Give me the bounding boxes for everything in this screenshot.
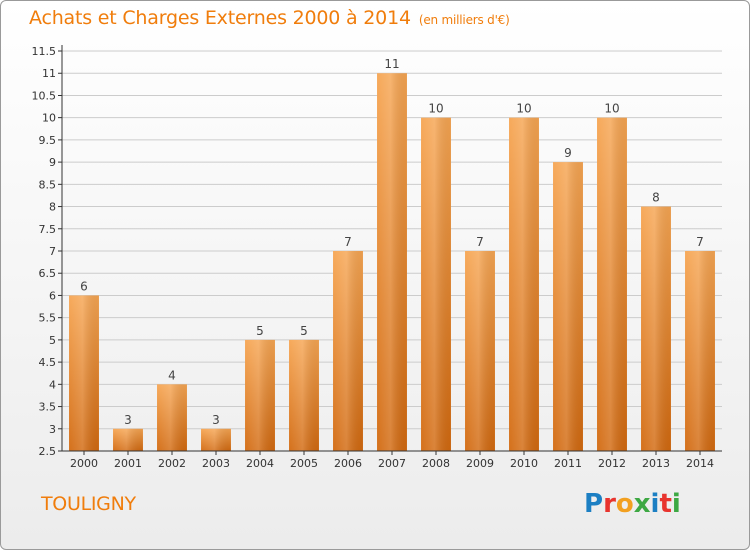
x-tick-label: 2014 — [686, 457, 714, 470]
bar-value-label: 3 — [124, 413, 132, 427]
x-tick-label: 2001 — [114, 457, 142, 470]
x-tick-label: 2012 — [598, 457, 626, 470]
y-tick-label: 9.5 — [39, 134, 57, 147]
x-tick-label: 2008 — [422, 457, 450, 470]
y-tick-label: 7.5 — [39, 223, 57, 236]
logo-letter: t — [659, 489, 672, 519]
bar-value-label: 5 — [256, 324, 264, 338]
y-tick-label: 10.5 — [32, 89, 57, 102]
y-tick-label: 5.5 — [39, 312, 57, 325]
bar-value-label: 10 — [516, 102, 531, 116]
y-tick-label: 9 — [49, 156, 56, 169]
logo-letter: r — [603, 489, 616, 519]
bar-shine — [509, 117, 539, 452]
bar-shine — [421, 117, 451, 452]
bar-shine — [597, 117, 627, 452]
bar-shine — [201, 428, 231, 451]
chart-subtitle: (en milliers d'€) — [418, 13, 510, 27]
x-tick-label: 2007 — [378, 457, 406, 470]
bar-shine — [157, 384, 187, 451]
x-tick-label: 2010 — [510, 457, 538, 470]
bar-value-label: 3 — [212, 413, 220, 427]
bar-value-label: 8 — [652, 191, 660, 205]
logo-letter: P — [584, 489, 604, 519]
bar-shine — [553, 162, 583, 451]
x-tick-label: 2000 — [70, 457, 98, 470]
x-tick-label: 2013 — [642, 457, 670, 470]
bar-value-label: 6 — [80, 279, 88, 293]
x-tick-label: 2009 — [466, 457, 494, 470]
x-tick-label: 2004 — [246, 457, 274, 470]
chart-title: Achats et Charges Externes 2000 à 2014 (e… — [29, 7, 510, 29]
bar-shine — [113, 428, 143, 451]
chart-title-text: Achats et Charges Externes 2000 à 2014 — [29, 7, 411, 29]
bar-shine — [69, 295, 99, 451]
y-tick-label: 8 — [49, 201, 56, 214]
commune-name: TOULIGNY — [41, 493, 136, 515]
y-tick-label: 10 — [42, 112, 56, 125]
y-tick-label: 6.5 — [39, 267, 57, 280]
x-tick-label: 2005 — [290, 457, 318, 470]
y-tick-label: 4 — [49, 378, 56, 391]
y-tick-label: 7 — [49, 245, 56, 258]
x-tick-label: 2003 — [202, 457, 230, 470]
bar-shine — [685, 251, 715, 451]
bar-shine — [289, 339, 319, 451]
y-tick-label: 4.5 — [39, 356, 57, 369]
value-labels: 6 3 4 3 5 5 7 11 10 7 10 9 10 8 7 — [80, 57, 704, 427]
axes — [61, 45, 722, 452]
x-axis-ticks: 2000 2001 2002 2003 2004 2005 2006 2007 2008 2009… — [70, 451, 714, 470]
bar-shine — [377, 73, 407, 451]
bar-shine — [245, 339, 275, 451]
y-tick-label: 11 — [42, 67, 56, 80]
y-tick-label: 2.5 — [39, 445, 57, 458]
bar-value-label: 4 — [168, 368, 176, 382]
logo-letter: i — [650, 489, 660, 519]
bar-value-label: 9 — [564, 146, 572, 160]
bar-value-label: 7 — [696, 235, 704, 249]
logo-letter: o — [615, 489, 634, 519]
bar-value-label: 7 — [344, 235, 352, 249]
x-tick-label: 2011 — [554, 457, 582, 470]
y-tick-label: 11.5 — [32, 45, 57, 58]
bar-shine — [333, 251, 363, 451]
x-tick-label: 2006 — [334, 457, 362, 470]
y-axis-ticks: 2.5 3 3.5 4 4.5 5 5.5 6 6.5 7 7.5 8 8.5 9 9.5 10 10.5 11 1… — [32, 45, 62, 458]
bar-shine — [641, 206, 671, 451]
y-tick-label: 6 — [49, 289, 56, 302]
y-tick-label: 3.5 — [39, 401, 57, 414]
x-tick-label: 2002 — [158, 457, 186, 470]
bar-value-label: 10 — [604, 102, 619, 116]
y-tick-label: 8.5 — [39, 178, 57, 191]
proxiti-logo: Proxiti — [584, 489, 681, 519]
bar-value-label: 11 — [384, 57, 399, 71]
y-tick-label: 5 — [49, 334, 56, 347]
bars — [69, 73, 715, 452]
y-tick-label: 3 — [49, 423, 56, 436]
bar-value-label: 5 — [300, 324, 308, 338]
bar-value-label: 10 — [428, 102, 443, 116]
bar-value-label: 7 — [476, 235, 484, 249]
logo-letter: x — [633, 489, 651, 519]
logo-letter: i — [671, 489, 681, 519]
bar-shine — [465, 251, 495, 451]
